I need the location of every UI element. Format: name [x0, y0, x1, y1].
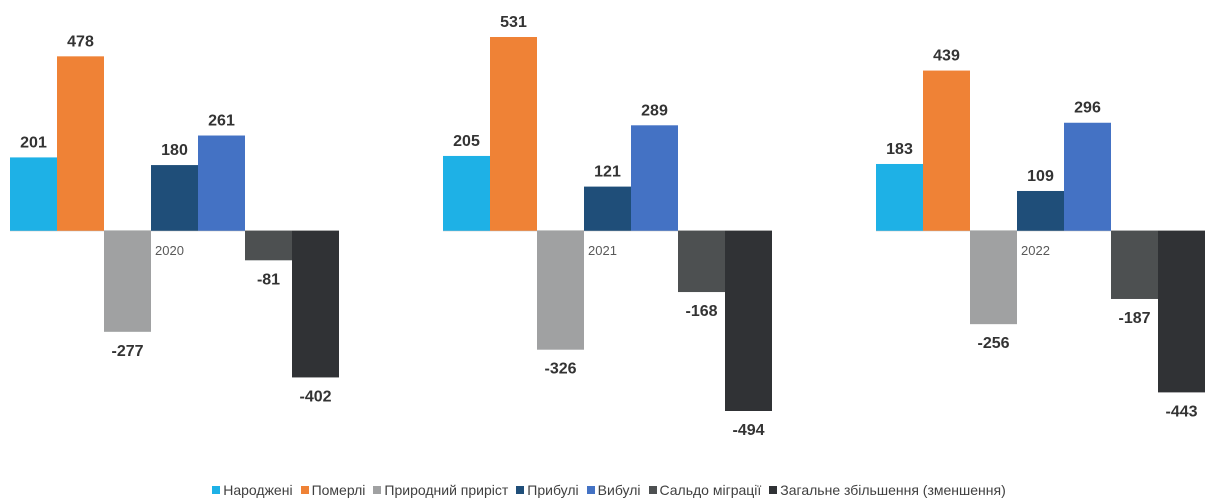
bar — [151, 165, 198, 231]
legend-swatch — [648, 486, 657, 494]
bar — [876, 163, 923, 231]
legend-item: Загальне збільшення (зменшення) — [769, 482, 1006, 498]
data-label: -187 — [1118, 310, 1150, 327]
data-label: 289 — [641, 102, 668, 119]
bar — [57, 56, 104, 231]
bar — [198, 135, 245, 231]
data-label: -326 — [544, 361, 576, 378]
bar — [1111, 230, 1158, 299]
legend-item: Вибулі — [586, 482, 641, 498]
data-label: -402 — [299, 388, 331, 405]
bar — [104, 230, 151, 332]
data-label: 531 — [500, 14, 527, 31]
legend-swatch — [586, 486, 595, 494]
legend-item: Прибулі — [516, 482, 579, 498]
legend-swatch — [516, 486, 525, 494]
data-label: 439 — [933, 48, 960, 65]
bar — [725, 230, 772, 411]
data-label: 478 — [67, 33, 94, 50]
data-label: -81 — [257, 271, 280, 288]
bar — [1158, 230, 1205, 393]
bar — [970, 230, 1017, 325]
data-label: 121 — [594, 164, 621, 181]
data-label: 296 — [1074, 100, 1101, 117]
data-label: -443 — [1165, 403, 1197, 420]
data-label: 180 — [161, 142, 188, 159]
legend-label: Сальдо міграції — [659, 482, 762, 498]
bar — [923, 70, 970, 231]
legend-label: Народжені — [223, 482, 293, 498]
legend-label: Загальне збільшення (зменшення) — [780, 482, 1006, 498]
legend-label: Прибулі — [527, 482, 579, 498]
data-label: -277 — [111, 343, 143, 360]
legend-item: Народжені — [212, 482, 293, 498]
bar — [292, 230, 339, 378]
bar — [537, 230, 584, 350]
legend-label: Померлі — [311, 482, 366, 498]
legend-swatch — [373, 486, 382, 494]
bar — [631, 125, 678, 231]
data-label: 261 — [208, 113, 235, 130]
data-label: 109 — [1027, 168, 1054, 185]
legend-swatch — [212, 486, 221, 494]
bar — [1017, 190, 1064, 231]
data-label: 201 — [20, 134, 47, 151]
x-tick-label: 2020 — [155, 243, 184, 258]
legend-label: Природний приріст — [384, 482, 509, 498]
legend-item: Померлі — [300, 482, 366, 498]
legend-swatch — [769, 486, 778, 494]
data-label: -168 — [685, 303, 717, 320]
legend-item: Природний приріст — [373, 482, 508, 498]
x-tick-label: 2022 — [1021, 243, 1050, 258]
data-label: 205 — [453, 133, 480, 150]
legend-swatch — [300, 486, 309, 494]
bar — [245, 230, 292, 261]
data-label: -256 — [977, 335, 1009, 352]
legend-item: Сальдо міграції — [648, 482, 762, 498]
bar — [584, 186, 631, 231]
bar — [490, 37, 537, 231]
bar — [1064, 122, 1111, 231]
bar — [443, 155, 490, 231]
legend: Народжені Померлі Природний приріст Прибулі… — [0, 482, 1218, 498]
chart: 201 478 -277 180 261 -81 -402 2020 205 531 -326 121… — [10, 14, 1205, 439]
data-label: 183 — [886, 141, 913, 158]
data-label: -494 — [732, 422, 764, 439]
x-tick-label: 2021 — [588, 243, 617, 258]
legend-label: Вибулі — [597, 482, 641, 498]
bar — [678, 230, 725, 293]
bar — [10, 157, 57, 231]
